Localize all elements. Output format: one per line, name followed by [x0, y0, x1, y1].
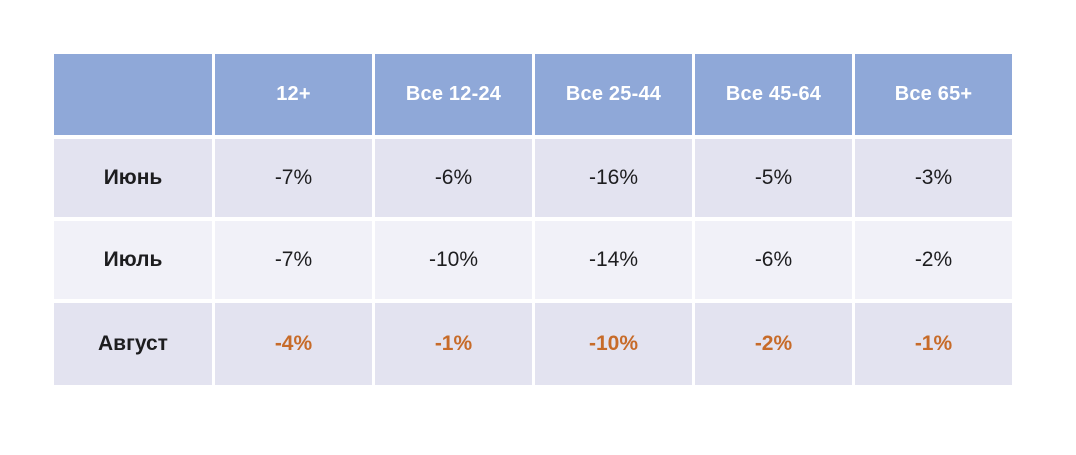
- cell-july-all-25-44: -14%: [535, 221, 692, 299]
- cell-august-all-45-64: -2%: [695, 303, 852, 385]
- cell-july-all-12-24: -10%: [375, 221, 532, 299]
- cell-june-all-25-44: -16%: [535, 139, 692, 217]
- col-header-all-25-44: Все 25-44: [535, 54, 692, 135]
- col-header-empty: [54, 54, 212, 135]
- cell-august-all-25-44: -10%: [535, 303, 692, 385]
- audience-change-table: 12+ Все 12-24 Все 25-44 Все 45-64 Все 65…: [54, 54, 1012, 385]
- cell-august-all-12-24: -1%: [375, 303, 532, 385]
- col-header-all-65plus: Все 65+: [855, 54, 1012, 135]
- cell-august-12plus: -4%: [215, 303, 372, 385]
- cell-july-all-65plus: -2%: [855, 221, 1012, 299]
- row-june-label: Июнь: [54, 139, 212, 217]
- col-header-all-45-64: Все 45-64: [695, 54, 852, 135]
- cell-june-all-12-24: -6%: [375, 139, 532, 217]
- cell-june-all-65plus: -3%: [855, 139, 1012, 217]
- cell-august-all-65plus: -1%: [855, 303, 1012, 385]
- cell-july-all-45-64: -6%: [695, 221, 852, 299]
- cell-june-12plus: -7%: [215, 139, 372, 217]
- row-august-label: Август: [54, 303, 212, 385]
- cell-june-all-45-64: -5%: [695, 139, 852, 217]
- cell-july-12plus: -7%: [215, 221, 372, 299]
- col-header-12plus: 12+: [215, 54, 372, 135]
- row-july-label: Июль: [54, 221, 212, 299]
- col-header-all-12-24: Все 12-24: [375, 54, 532, 135]
